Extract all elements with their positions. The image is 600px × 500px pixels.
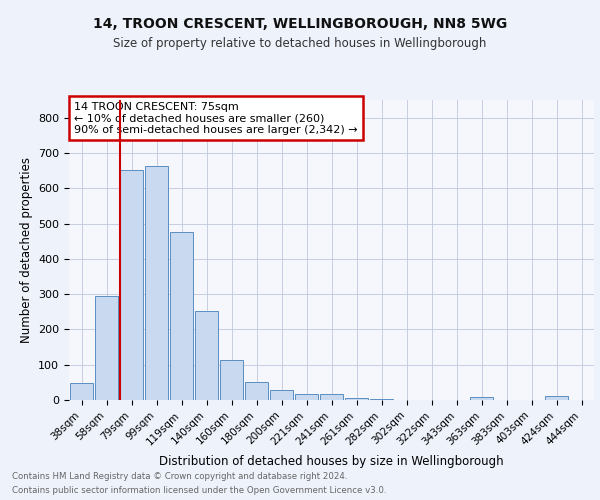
- Bar: [195, 311, 218, 400]
- Bar: [220, 360, 243, 400]
- Bar: [270, 390, 293, 400]
- Bar: [345, 398, 368, 400]
- Bar: [70, 384, 93, 400]
- Text: 14 TROON CRESCENT: 75sqm
← 10% of detached houses are smaller (260)
90% of semi-: 14 TROON CRESCENT: 75sqm ← 10% of detach…: [74, 102, 358, 134]
- Bar: [95, 296, 118, 400]
- Bar: [545, 396, 568, 400]
- Text: 14, TROON CRESCENT, WELLINGBOROUGH, NN8 5WG: 14, TROON CRESCENT, WELLINGBOROUGH, NN8 …: [93, 18, 507, 32]
- Bar: [295, 394, 318, 400]
- Text: Size of property relative to detached houses in Wellingborough: Size of property relative to detached ho…: [113, 38, 487, 51]
- Bar: [145, 166, 168, 400]
- Bar: [170, 232, 193, 400]
- Bar: [320, 394, 343, 400]
- Bar: [470, 397, 493, 400]
- Y-axis label: Number of detached properties: Number of detached properties: [20, 157, 32, 343]
- X-axis label: Distribution of detached houses by size in Wellingborough: Distribution of detached houses by size …: [159, 455, 504, 468]
- Bar: [120, 170, 143, 400]
- Text: Contains HM Land Registry data © Crown copyright and database right 2024.: Contains HM Land Registry data © Crown c…: [12, 472, 347, 481]
- Bar: [245, 382, 268, 400]
- Text: Contains public sector information licensed under the Open Government Licence v3: Contains public sector information licen…: [12, 486, 386, 495]
